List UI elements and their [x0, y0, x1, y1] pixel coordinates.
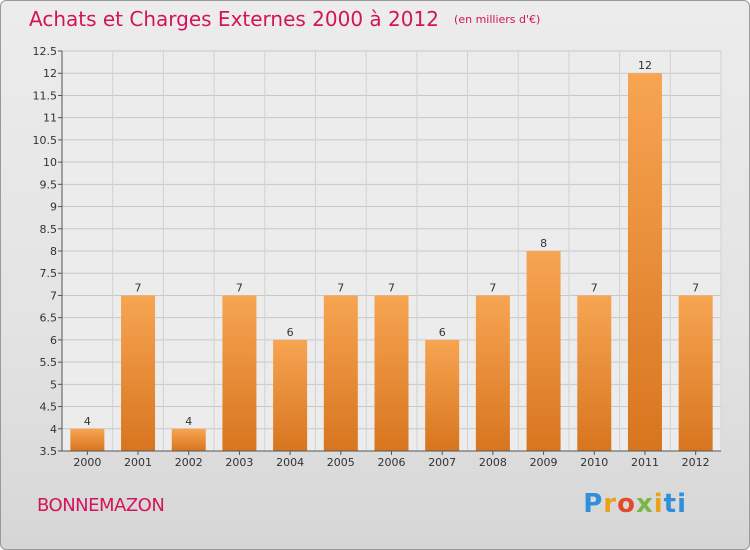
data-label: 4: [185, 415, 192, 428]
x-tick-label: 2000: [73, 456, 101, 469]
x-tick-label: 2006: [378, 456, 406, 469]
y-tick-label: 8.5: [40, 223, 58, 236]
bar: [121, 295, 156, 451]
x-tick-label: 2007: [428, 456, 456, 469]
y-tick-label: 12.5: [33, 45, 58, 58]
y-tick-label: 11: [43, 112, 57, 125]
brand-letter: r: [603, 489, 618, 519]
x-tick-label: 2011: [631, 456, 659, 469]
bar: [273, 339, 308, 451]
x-tick-label: 2008: [479, 456, 507, 469]
chart-unit: (en milliers d'€): [454, 13, 541, 26]
data-label: 7: [489, 281, 496, 294]
bar: [577, 295, 612, 451]
data-label: 8: [540, 237, 547, 250]
y-tick-label: 7.5: [40, 267, 58, 280]
bar: [526, 251, 561, 451]
y-tick-label: 6.5: [40, 312, 58, 325]
y-tick-label: 5.5: [40, 356, 58, 369]
brand-letter: x: [635, 489, 654, 519]
bar: [627, 73, 662, 451]
data-label: 7: [337, 281, 344, 294]
bar: [323, 295, 358, 451]
y-tick-label: 8: [50, 245, 57, 258]
y-tick-label: 3.5: [40, 445, 58, 458]
y-tick-label: 4.5: [40, 401, 58, 414]
brand-letter: i: [653, 489, 664, 519]
y-tick-label: 9: [50, 201, 57, 214]
x-tick-label: 2002: [175, 456, 203, 469]
data-label: 7: [236, 281, 243, 294]
bar: [222, 295, 257, 451]
brand-letter: ti: [663, 489, 687, 519]
y-tick-label: 5: [50, 378, 57, 391]
x-tick-label: 2009: [530, 456, 558, 469]
x-tick-label: 2005: [327, 456, 355, 469]
y-tick-label: 10.5: [33, 134, 58, 147]
bar: [678, 295, 713, 451]
bar: [374, 295, 409, 451]
x-tick-label: 2012: [682, 456, 710, 469]
data-label: 6: [287, 326, 294, 339]
chart-title-row: Achats et Charges Externes 2000 à 2012 (…: [29, 7, 540, 31]
commune-name: BONNEMAZON: [37, 495, 165, 516]
data-label: 12: [638, 59, 652, 72]
data-label: 7: [388, 281, 395, 294]
y-tick-label: 6: [50, 334, 57, 347]
data-label: 7: [135, 281, 142, 294]
x-tick-label: 2001: [124, 456, 152, 469]
data-label: 6: [439, 326, 446, 339]
y-tick-label: 7: [50, 289, 57, 302]
y-tick-label: 11.5: [33, 89, 58, 102]
y-tick-label: 9.5: [40, 178, 58, 191]
data-label: 4: [84, 415, 91, 428]
bar: [70, 428, 105, 451]
y-tick-label: 4: [50, 423, 57, 436]
brand-letter: o: [617, 489, 636, 519]
brand-letter: P: [583, 489, 604, 519]
x-tick-label: 2003: [225, 456, 253, 469]
bar: [475, 295, 510, 451]
bar: [171, 428, 206, 451]
bar: [425, 339, 460, 451]
chart-title: Achats et Charges Externes 2000 à 2012: [29, 7, 439, 31]
y-tick-label: 12: [43, 67, 57, 80]
brand-logo: Proxiti: [583, 489, 687, 519]
data-label: 7: [692, 281, 699, 294]
y-tick-label: 10: [43, 156, 57, 169]
x-tick-label: 2004: [276, 456, 304, 469]
x-tick-label: 2010: [580, 456, 608, 469]
data-label: 7: [591, 281, 598, 294]
